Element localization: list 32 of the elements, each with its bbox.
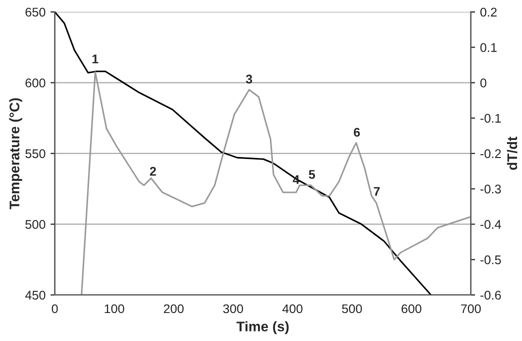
annotation: 6 [354, 128, 360, 137]
y2-tick-label: -0.2 [480, 149, 501, 158]
x-tick-label: 500 [342, 304, 362, 314]
y2-tick-label: 0.2 [480, 8, 497, 17]
annotation: 2 [150, 166, 156, 176]
y-axis-title: Temperature (°C) [9, 98, 22, 210]
y2-tick-label: 0.1 [480, 43, 497, 52]
y-tick-label: 450 [25, 290, 46, 300]
x-tick-label: 0 [52, 304, 58, 314]
x-tick-label: 600 [402, 304, 422, 314]
annotation: 5 [308, 170, 316, 179]
y2-tick-label: -0.3 [480, 184, 501, 194]
y-tick-label: 500 [25, 220, 46, 229]
y2-tick-label: -0.6 [480, 290, 501, 300]
y2-tick-label: -0.5 [480, 255, 501, 264]
y-tick-label: 600 [26, 78, 46, 88]
x-tick-label: 300 [223, 304, 244, 314]
x-tick-label: 400 [282, 304, 302, 314]
x-tick-label: 700 [461, 304, 481, 314]
y2-tick-label: 0 [480, 78, 486, 88]
y-tick-label: 550 [25, 149, 46, 158]
y2-tick-label: -0.4 [480, 220, 502, 229]
line-series [80, 71, 470, 295]
x-tick-label: 200 [164, 304, 184, 314]
x-tick-label: 100 [104, 304, 124, 314]
x-axis-title: Time (s) [236, 321, 289, 334]
y2-tick-label: -0.1 [480, 114, 501, 123]
annotation: 1 [92, 54, 98, 64]
y2-axis-title: dT/dt [506, 136, 518, 170]
annotation: 3 [246, 74, 252, 84]
annotation: 7 [374, 187, 380, 196]
y-tick-label: 650 [26, 8, 46, 17]
